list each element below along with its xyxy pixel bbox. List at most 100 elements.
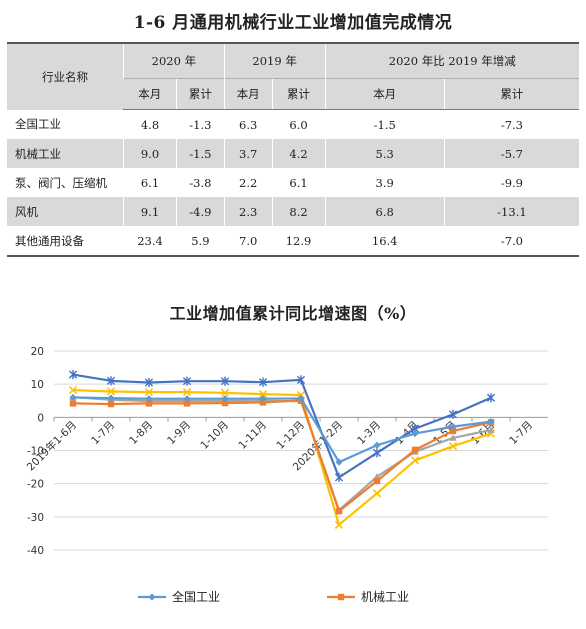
data-point <box>411 446 419 454</box>
legend-label: 全国工业 <box>172 589 220 604</box>
data-point-stroke <box>68 385 78 395</box>
row-name: 其他通用设备 <box>7 226 124 257</box>
table-cell: 4.8 <box>123 109 177 139</box>
subheader-month: 本月 <box>223 78 273 110</box>
table-row: 泵、阀门、压缩机 6.1 -3.8 2.2 6.1 3.9 -9.9 <box>7 168 579 197</box>
header-group-change: 2020 年比 2019 年增减 <box>324 42 579 79</box>
data-point <box>145 395 153 403</box>
table-cell: 5.3 <box>324 139 445 168</box>
table-cell: 6.1 <box>271 168 326 197</box>
data-point <box>183 400 191 407</box>
data-point <box>183 395 191 403</box>
data-point <box>448 409 458 419</box>
table-title: 1-6 月通用机械行业工业增加值完成情况 <box>133 13 453 33</box>
chart-title: 工业增加值累计同比增速图（%） <box>169 304 417 323</box>
data-point-stroke <box>410 456 420 465</box>
data-point-stroke <box>106 387 116 396</box>
series-1 <box>69 397 495 515</box>
table-cell: -7.0 <box>443 226 579 257</box>
table-cell: 7.0 <box>223 226 273 257</box>
x-tick-label: 1-7月 <box>507 419 535 447</box>
data-point <box>448 442 458 451</box>
table-cell: 6.1 <box>123 168 177 197</box>
data-point <box>144 377 154 388</box>
legend-item: 机械工业 <box>327 589 409 604</box>
data-point <box>220 388 230 397</box>
data-point-stroke <box>258 389 268 399</box>
data-point <box>259 395 267 403</box>
data-point-stroke <box>220 388 230 397</box>
table-cell: -1.5 <box>175 139 225 168</box>
data-point <box>372 448 382 458</box>
table-cell: 2.3 <box>223 197 273 226</box>
data-point <box>106 376 116 386</box>
table-cell: 4.2 <box>271 139 326 168</box>
data-point <box>182 376 192 386</box>
legend-item: 全国工业 <box>138 589 220 604</box>
header-group-2019: 2019 年 <box>223 42 326 79</box>
table-cell: -1.3 <box>175 109 225 139</box>
data-point <box>182 387 192 397</box>
row-name: 机械工业 <box>7 139 124 168</box>
table-cell: 9.1 <box>123 197 177 226</box>
header-industry-name: 行业名称 <box>7 42 124 110</box>
table-row: 风机 9.1 -4.9 2.3 8.2 6.8 -13.1 <box>7 197 579 226</box>
data-point <box>337 593 345 601</box>
y-tick-label: -10 <box>27 446 44 458</box>
data-point <box>449 434 457 441</box>
subheader-month: 本月 <box>324 78 445 110</box>
series-3 <box>68 385 496 529</box>
data-point <box>68 369 78 380</box>
subheader-cumulative: 累计 <box>175 78 225 110</box>
table-cell: 16.4 <box>324 226 445 257</box>
table-cell: 2.2 <box>223 168 273 197</box>
data-point <box>68 385 78 395</box>
table-cell: -7.3 <box>443 109 579 139</box>
table-cell: -13.1 <box>443 197 579 226</box>
table-cell: 3.7 <box>223 139 273 168</box>
data-point <box>335 458 343 466</box>
data-point <box>145 400 153 407</box>
table-cell: -3.8 <box>175 168 225 197</box>
y-tick-label: 20 <box>31 346 44 358</box>
data-point <box>106 387 116 396</box>
series-line <box>72 399 492 513</box>
data-point <box>259 399 267 406</box>
table-cell: 6.3 <box>223 109 273 139</box>
row-name: 风机 <box>7 197 124 226</box>
data-point <box>107 400 115 408</box>
data-point <box>258 389 268 399</box>
subheader-cumulative: 累计 <box>271 78 326 110</box>
table-cell: -9.9 <box>443 168 579 197</box>
table-cell: -5.7 <box>443 139 579 168</box>
table-row: 其他通用设备 23.4 5.9 7.0 12.9 16.4 -7.0 <box>7 226 579 257</box>
table-cell: 12.9 <box>271 226 326 257</box>
data-point <box>486 393 496 403</box>
data-point <box>410 456 420 465</box>
table-row: 机械工业 9.0 -1.5 3.7 4.2 5.3 -5.7 <box>7 139 579 168</box>
table-row: 全国工业 4.8 -1.3 6.3 6.0 -1.5 -7.3 <box>7 109 579 139</box>
table-cell: 23.4 <box>123 226 177 257</box>
subheader-month: 本月 <box>123 78 177 110</box>
table-cell: 6.0 <box>271 109 326 139</box>
data-point <box>449 427 457 435</box>
x-tick-label: 1-7月 <box>89 419 117 447</box>
data-point <box>69 400 77 407</box>
series-2 <box>69 393 495 514</box>
table-cell: 3.9 <box>324 168 445 197</box>
x-tick-label: 1-3月 <box>355 419 383 447</box>
table-cell: -1.5 <box>324 109 445 139</box>
data-point <box>258 377 268 387</box>
data-point <box>373 441 381 449</box>
data-point <box>297 394 305 403</box>
table-cell: 9.0 <box>123 139 177 168</box>
x-tick-label: 1-12月 <box>274 419 307 452</box>
x-tick-label: 1-10月 <box>198 419 231 452</box>
series-4 <box>68 369 496 482</box>
data-point <box>220 376 230 386</box>
data-point <box>334 520 344 529</box>
data-point-stroke <box>182 387 192 397</box>
series-line <box>72 396 492 464</box>
data-point <box>148 593 156 601</box>
table-cell: 8.2 <box>271 197 326 226</box>
